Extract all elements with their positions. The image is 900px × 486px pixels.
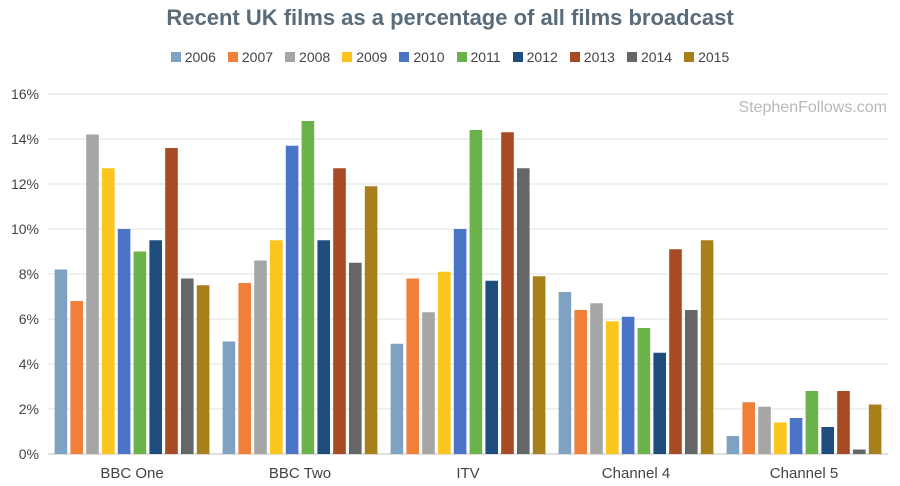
legend-label: 2014 [640, 49, 673, 65]
bar-bbc-one-2010 [117, 229, 131, 454]
legend-label: 2013 [583, 49, 615, 65]
bar-channel-5-2014 [853, 449, 866, 454]
bar-channel-5-2013 [837, 391, 850, 454]
bar-itv-2006 [390, 343, 404, 454]
bar-channel-4-2013 [669, 249, 682, 454]
legend-label: 2015 [698, 49, 730, 65]
legend-item: 2012 [512, 49, 558, 65]
bar-channel-4-2009 [606, 321, 619, 454]
bar-channel-5-2009 [774, 422, 787, 454]
bar-itv-2010 [453, 229, 467, 454]
bar-bbc-one-2007 [70, 301, 83, 454]
bar-bbc-two-2006 [222, 341, 236, 454]
bar-bbc-one-2015 [196, 285, 210, 454]
y-tick-label: 16% [11, 86, 39, 102]
bar-bbc-two-2009 [270, 240, 283, 454]
bar-channel-5-2010 [789, 418, 803, 454]
bar-channel-4-2008 [590, 303, 603, 454]
chart-title: Recent UK films as a percentage of all f… [166, 5, 734, 30]
bar-bbc-two-2008 [254, 260, 267, 454]
x-category-label: BBC Two [269, 465, 331, 482]
y-tick-label: 0% [19, 446, 39, 462]
bar-bbc-two-2014 [349, 262, 362, 454]
bar-channel-5-2006 [726, 436, 740, 454]
bar-bbc-two-2007 [238, 283, 251, 454]
legend-item: 2010 [399, 49, 445, 65]
bar-itv-2009 [438, 271, 451, 454]
bar-itv-2014 [517, 168, 530, 454]
bar-bbc-two-2010 [285, 145, 299, 454]
legend-swatch [399, 52, 410, 62]
bar-bbc-one-2011 [133, 251, 147, 454]
bar-bbc-two-2015 [364, 186, 378, 454]
bar-itv-2011 [469, 130, 483, 454]
bar-channel-4-2011 [637, 328, 651, 454]
bar-channel-4-2015 [700, 240, 714, 454]
legend-item: 2014 [626, 49, 673, 65]
bar-channel-5-2011 [805, 391, 819, 454]
legend-swatch [285, 52, 296, 62]
bar-bbc-one-2006 [54, 269, 68, 454]
bar-channel-4-2006 [558, 292, 572, 454]
bar-bbc-one-2009 [102, 168, 115, 454]
legend-label: 2008 [299, 49, 331, 65]
bar-itv-2012 [485, 280, 498, 454]
bar-channel-4-2007 [574, 310, 587, 454]
bar-bbc-one-2012 [149, 240, 162, 454]
legend-item: 2013 [569, 49, 615, 65]
y-tick-label: 2% [19, 401, 39, 417]
legend-label: 2009 [356, 49, 388, 65]
legend-label: 2011 [470, 49, 501, 65]
bar-channel-5-2012 [821, 427, 834, 454]
legend-item: 2015 [684, 49, 729, 65]
legend-item: 2009 [342, 49, 387, 65]
bar-channel-4-2012 [653, 352, 666, 454]
y-tick-label: 10% [11, 221, 39, 237]
bar-itv-2008 [422, 312, 435, 454]
legend-label: 2010 [413, 49, 445, 65]
y-tick-label: 8% [19, 266, 39, 282]
bar-itv-2013 [501, 132, 514, 454]
bar-bbc-two-2012 [317, 240, 330, 454]
legend-item: 2008 [285, 49, 330, 65]
legend-swatch [227, 52, 238, 62]
bar-itv-2007 [406, 278, 419, 454]
legend-item: 2011 [456, 49, 501, 65]
bar-channel-4-2010 [621, 316, 635, 454]
x-category-label: ITV [456, 465, 479, 482]
watermark: StephenFollows.com [738, 99, 887, 116]
y-tick-label: 14% [11, 131, 39, 147]
bar-bbc-one-2013 [165, 148, 178, 454]
legend-item: 2007 [227, 49, 274, 65]
x-category-label: BBC One [100, 465, 163, 482]
bar-itv-2015 [532, 276, 546, 454]
x-category-label: Channel 4 [602, 465, 670, 482]
bar-bbc-two-2013 [333, 168, 346, 454]
y-tick-label: 12% [11, 176, 39, 192]
y-tick-label: 4% [19, 356, 39, 372]
legend-swatch [342, 52, 353, 62]
bar-bbc-one-2008 [86, 134, 99, 454]
legend-swatch [170, 52, 181, 62]
bar-channel-5-2015 [868, 404, 882, 454]
legend-swatch [456, 52, 467, 62]
legend-swatch [512, 52, 523, 62]
y-tick-label: 6% [19, 311, 39, 327]
legend-swatch [569, 52, 580, 62]
legend-label: 2007 [241, 49, 274, 65]
bar-bbc-one-2014 [181, 278, 194, 454]
bar-channel-4-2014 [685, 310, 698, 454]
legend: 2006 2007 2008 2009 2010 2011 2012 2013 2014 2015 [0, 49, 900, 65]
legend-item: 2006 [170, 49, 216, 65]
bar-bbc-two-2011 [301, 121, 315, 454]
legend-swatch [626, 52, 637, 62]
x-category-label: Channel 5 [770, 465, 838, 482]
legend-swatch [684, 52, 695, 62]
bar-channel-5-2007 [742, 402, 755, 454]
bar-channel-5-2008 [758, 406, 771, 454]
legend-label: 2012 [526, 49, 558, 65]
legend-label: 2006 [184, 49, 216, 65]
